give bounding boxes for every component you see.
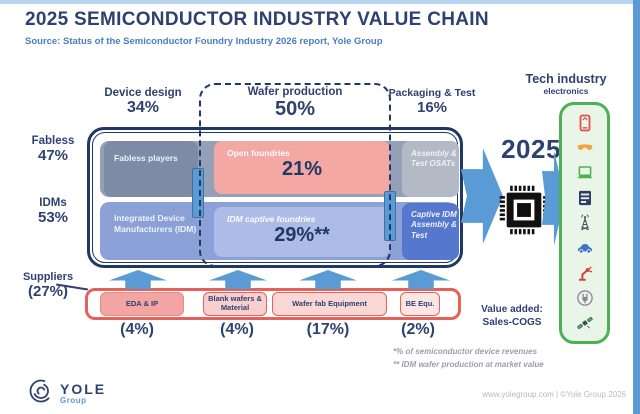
- supplier-arrow-up-icon: [299, 270, 357, 289]
- flow-connector-right: [384, 191, 396, 241]
- yole-brand-sub: Group: [60, 396, 87, 405]
- idm-box: Integrated Device Manufacturers (IDM): [104, 205, 198, 260]
- captive-idm-assembly-test-box: Captive IDM Assembly & Test: [402, 203, 459, 260]
- supplier-blank-wafers: Blank wafers & Material: [203, 292, 267, 316]
- value-chain-box: Fabless players Open foundries 21% Assem…: [87, 127, 463, 268]
- row-label-fabless: Fabless 47%: [20, 135, 86, 164]
- yole-brand: YOLE: [60, 381, 107, 397]
- tech-industry-header: Tech industry electronics: [516, 72, 616, 96]
- open-foundries-label: Open foundries: [227, 148, 290, 158]
- row-name: IDMs: [39, 197, 67, 209]
- suppliers-name: Suppliers: [22, 271, 74, 283]
- supplier-arrow-up-icon: [209, 270, 267, 289]
- footnote-idm-wafer: ** IDM wafer production at market value: [393, 360, 544, 369]
- server-icon: [576, 189, 594, 207]
- page-title: 2025 SEMICONDUCTOR INDUSTRY VALUE CHAIN: [25, 9, 489, 30]
- value-added-line1: Value added:: [481, 304, 543, 315]
- yole-logo-text: YOLE Group: [60, 382, 106, 405]
- power-plug-icon: [576, 289, 594, 307]
- column-device-design: Device design 34%: [88, 87, 198, 117]
- value-added-line2: Sales-COGS: [482, 317, 542, 328]
- tech-icons: [559, 102, 610, 344]
- supplier-arrow-up-icon: [109, 270, 167, 289]
- suppliers-value: (27%): [27, 283, 68, 300]
- suppliers-label: Suppliers (27%): [12, 271, 84, 300]
- laptop-icon: [576, 164, 594, 182]
- source-subtitle: Source: Status of the Semiconductor Foun…: [25, 36, 383, 47]
- idm-captive-foundries-label: IDM captive foundries: [227, 214, 316, 224]
- column-label: Packaging & Test: [388, 87, 476, 99]
- value-added-note: Value added: Sales-COGS: [466, 303, 558, 329]
- column-label: Device design: [104, 87, 182, 99]
- supplier-wafer-fab-equipment: Wafer fab Equipment: [272, 292, 387, 316]
- supplier-value: (17%): [306, 321, 350, 338]
- right-border-strip: [633, 0, 640, 414]
- column-value: 34%: [126, 99, 160, 116]
- value-chain-box-inner: Fabless players Open foundries 21% Assem…: [92, 132, 459, 263]
- row-value: 53%: [37, 209, 69, 226]
- top-border-strip: [0, 0, 640, 4]
- fabless-players-box: Fabless players: [104, 141, 198, 197]
- column-wafer-production: Wafer production 50%: [210, 86, 380, 121]
- open-foundries-box: Open foundries 21%: [214, 141, 390, 194]
- supplier-value: (2%): [401, 321, 435, 338]
- column-value: 16%: [416, 99, 448, 116]
- flow-connector-left: [192, 168, 204, 218]
- satellite-icon: [576, 314, 594, 332]
- open-foundries-value: 21%: [281, 158, 323, 180]
- row-name: Fabless: [31, 135, 75, 147]
- idm-captive-foundries-value: 29%**: [274, 224, 330, 246]
- column-label: Wafer production: [247, 86, 343, 98]
- row-value: 47%: [37, 147, 69, 164]
- column-packaging-test: Packaging & Test 16%: [388, 87, 476, 116]
- tech-industry-title: Tech industry: [525, 72, 607, 86]
- car-icon: [576, 239, 594, 257]
- yole-logo: YOLE Group: [28, 378, 106, 409]
- supplier-arrow-up-icon: [392, 270, 450, 289]
- yole-spiral-icon: [28, 378, 54, 409]
- telecom-antenna-icon: [576, 214, 594, 232]
- robot-arm-icon: [576, 264, 594, 282]
- supplier-be-equipment: BE Equ.: [400, 292, 440, 316]
- footnote-revenues: *% of semiconductor device revenues: [393, 347, 538, 356]
- smartphone-icon: [576, 114, 594, 132]
- supplier-value: (4%): [120, 321, 154, 338]
- osats-box: Assembly & Test OSATs: [402, 141, 459, 197]
- smart-glasses-icon: [576, 139, 594, 157]
- idm-captive-foundries-box: IDM captive foundries 29%**: [214, 207, 390, 257]
- column-value: 50%: [274, 98, 316, 120]
- tech-industry-subtitle: electronics: [543, 86, 589, 96]
- row-label-idms: IDMs 53%: [20, 197, 86, 226]
- supplier-eda-ip: EDA & IP: [100, 292, 184, 316]
- supplier-value: (4%): [220, 321, 254, 338]
- footer-credit: www.yolegroup.com | ©Yole Group 2026: [482, 390, 626, 399]
- year-label: 2025: [501, 134, 561, 164]
- microchip-icon: [498, 184, 550, 236]
